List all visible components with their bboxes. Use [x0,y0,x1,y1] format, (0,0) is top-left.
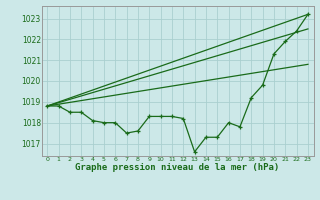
X-axis label: Graphe pression niveau de la mer (hPa): Graphe pression niveau de la mer (hPa) [76,163,280,172]
